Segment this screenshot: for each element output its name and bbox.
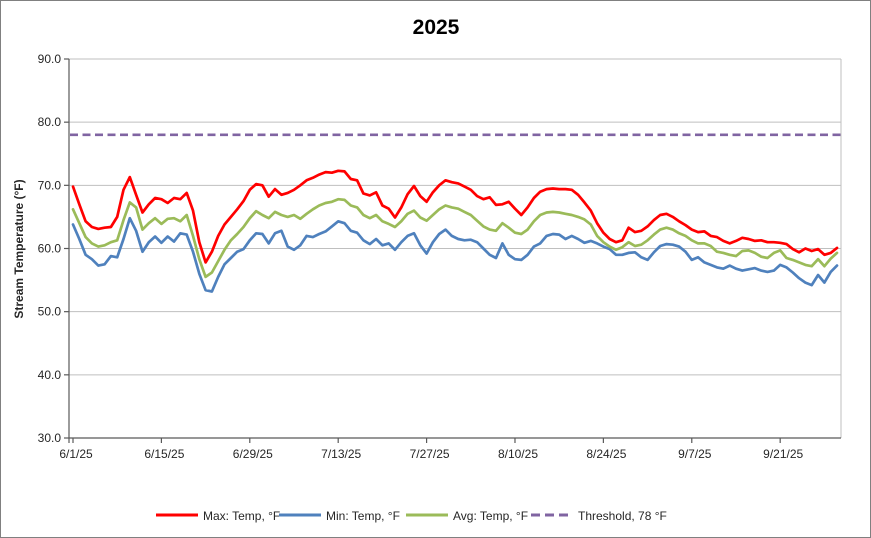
y-tick-label: 80.0 bbox=[38, 115, 62, 129]
y-tick-label: 60.0 bbox=[38, 242, 62, 256]
legend-item: Avg: Temp, °F bbox=[406, 509, 528, 523]
legend-item: Threshold, 78 °F bbox=[531, 509, 667, 523]
legend-label: Min: Temp, °F bbox=[326, 509, 400, 523]
x-tick-label: 7/27/25 bbox=[410, 447, 450, 461]
axis-tick-labels: 90.0 80.0 70.0 60.0 50.0 40.0 30.0 6/1/25 6/15/2… bbox=[38, 52, 804, 461]
y-axis-title: Stream Temperature (°F) bbox=[12, 179, 26, 318]
x-tick-label: 6/1/25 bbox=[59, 447, 93, 461]
y-tick-label: 70.0 bbox=[38, 178, 62, 192]
y-tick-label: 30.0 bbox=[38, 431, 62, 445]
x-tick-label: 8/10/25 bbox=[498, 447, 538, 461]
legend-label: Avg: Temp, °F bbox=[453, 509, 528, 523]
x-tick-label: 7/13/25 bbox=[321, 447, 361, 461]
data-series bbox=[70, 133, 841, 293]
y-tick-label: 40.0 bbox=[38, 368, 62, 382]
x-tick-label: 8/24/25 bbox=[586, 447, 626, 461]
x-tick-label: 6/29/25 bbox=[233, 447, 273, 461]
legend-label: Threshold, 78 °F bbox=[578, 509, 667, 523]
legend-item: Max: Temp, °F bbox=[156, 509, 280, 523]
series-line-avg bbox=[71, 197, 839, 279]
x-tick-label: 9/7/25 bbox=[678, 447, 712, 461]
x-tick-label: 9/21/25 bbox=[763, 447, 803, 461]
y-tick-label: 50.0 bbox=[38, 305, 62, 319]
chart-title: 2025 bbox=[413, 16, 460, 39]
series-line-min bbox=[71, 216, 839, 293]
y-tick-label: 90.0 bbox=[38, 52, 62, 66]
x-tick-label: 6/15/25 bbox=[144, 447, 184, 461]
legend-label: Max: Temp, °F bbox=[203, 509, 280, 523]
axes bbox=[64, 58, 841, 443]
legend-item: Min: Temp, °F bbox=[279, 509, 400, 523]
gridlines bbox=[69, 58, 842, 439]
legend: Max: Temp, °F Min: Temp, °F Avg: Temp, °F T… bbox=[156, 509, 667, 523]
series-line-max bbox=[71, 169, 839, 264]
